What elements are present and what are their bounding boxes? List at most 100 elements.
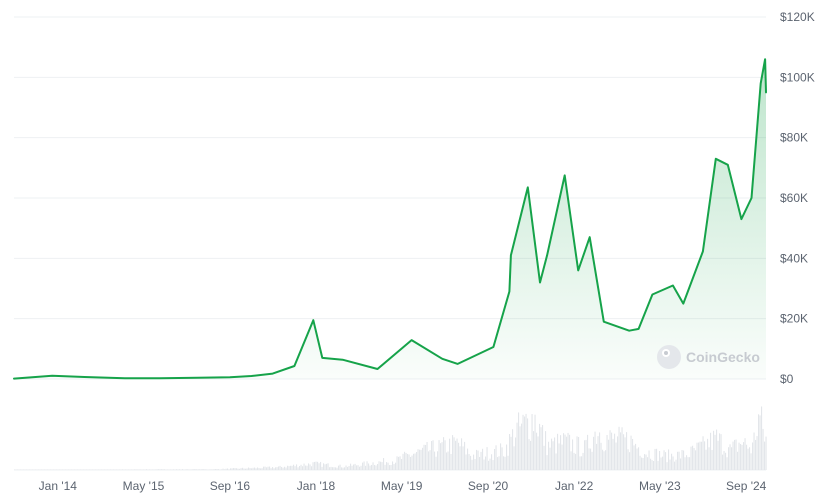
volume-bar xyxy=(209,469,211,470)
volume-bar xyxy=(584,440,586,470)
volume-bar xyxy=(435,456,437,470)
volume-bar xyxy=(122,469,124,470)
volume-bar xyxy=(597,436,599,470)
volume-bar xyxy=(521,423,523,470)
volume-bar xyxy=(281,466,283,470)
volume-bar xyxy=(194,469,196,470)
volume-bar xyxy=(135,469,137,470)
volume-bar xyxy=(681,450,683,470)
volume-bar xyxy=(707,438,709,470)
volume-bar xyxy=(624,437,626,470)
volume-bar xyxy=(483,459,485,470)
volume-bar xyxy=(128,469,130,470)
volume-bar xyxy=(213,469,215,470)
volume-bar xyxy=(596,443,598,470)
volume-bar xyxy=(548,441,550,470)
volume-bar xyxy=(611,432,613,470)
y-tick-label: $100K xyxy=(780,70,815,84)
volume-bar xyxy=(428,451,430,470)
gridlines xyxy=(14,16,766,471)
volume-bar xyxy=(656,448,658,470)
volume-bar xyxy=(92,469,94,470)
volume-bar xyxy=(696,442,698,470)
volume-bar xyxy=(477,450,479,470)
volume-bar xyxy=(710,432,712,470)
volume-bar xyxy=(174,469,176,470)
volume-bar xyxy=(405,452,407,470)
volume-bar xyxy=(249,468,251,470)
volume-bar xyxy=(492,460,494,470)
volume-bar xyxy=(240,468,242,470)
volume-bar xyxy=(41,469,43,470)
volume-bar xyxy=(395,462,397,470)
volume-bar xyxy=(471,459,473,470)
volume-bar xyxy=(329,467,331,470)
volume-bar xyxy=(704,441,706,470)
volume-bar xyxy=(342,467,344,470)
volume-bar xyxy=(369,465,371,470)
volume-bar xyxy=(237,468,239,470)
volume-bar xyxy=(146,469,148,470)
volume-bar xyxy=(87,469,89,470)
volume-bar xyxy=(171,469,173,470)
volume-bar xyxy=(503,456,505,470)
volume-bar xyxy=(207,469,209,470)
volume-bar xyxy=(735,439,737,470)
volume-bar xyxy=(489,458,491,470)
volume-bar xyxy=(210,469,212,470)
volume-bar xyxy=(54,469,56,470)
volume-bar xyxy=(627,449,629,470)
x-tick-label: May '19 xyxy=(381,479,423,493)
volume-bar xyxy=(51,469,53,470)
volume-bar xyxy=(185,469,187,470)
volume-bar xyxy=(125,469,127,470)
volume-bar xyxy=(354,463,356,470)
volume-bar xyxy=(278,466,280,470)
volume-bar xyxy=(458,442,460,470)
volume-bar xyxy=(576,436,578,470)
volume-bar xyxy=(62,469,64,470)
volume-bar xyxy=(519,426,521,470)
volume-bar xyxy=(479,456,481,470)
y-tick-label: $40K xyxy=(780,251,808,265)
volume-bar xyxy=(287,465,289,470)
volume-bar xyxy=(270,468,272,470)
volume-bar xyxy=(132,469,134,470)
volume-bar xyxy=(590,448,592,470)
volume-bar xyxy=(291,465,293,470)
volume-bar xyxy=(326,463,328,470)
volume-bar xyxy=(453,437,455,470)
volume-bar xyxy=(564,434,566,470)
volume-bar xyxy=(245,468,247,470)
volume-bar xyxy=(164,469,166,470)
volume-bar xyxy=(267,466,269,470)
volume-bar xyxy=(417,449,419,470)
volume-bar xyxy=(231,468,233,470)
volume-bar xyxy=(545,431,547,470)
volume-bar xyxy=(375,465,377,470)
volume-bar xyxy=(512,429,514,470)
volume-bar xyxy=(666,462,668,470)
volume-bar xyxy=(711,449,713,470)
volume-bar xyxy=(56,469,58,470)
volume-bar xyxy=(464,441,466,470)
volume-bar xyxy=(27,469,29,470)
volume-bar xyxy=(260,468,262,470)
volume-bar xyxy=(45,469,47,470)
volume-bar xyxy=(497,457,499,470)
volume-bar xyxy=(108,469,110,470)
volume-bar xyxy=(404,451,406,470)
volume-bar xyxy=(677,451,679,470)
volume-bar xyxy=(726,457,728,470)
volume-bar xyxy=(372,462,374,470)
volume-bar xyxy=(60,469,62,470)
volume-bar xyxy=(645,454,647,470)
volume-bar xyxy=(276,467,278,470)
volume-bar xyxy=(293,464,295,470)
volume-bar xyxy=(560,435,562,470)
volume-bar xyxy=(177,469,179,470)
volume-bar xyxy=(126,469,128,470)
volume-bar xyxy=(197,469,199,470)
volume-bar xyxy=(665,452,667,470)
